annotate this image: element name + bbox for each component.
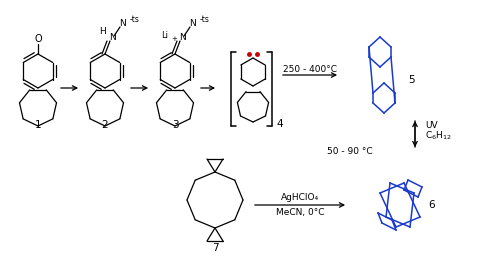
Text: O: O: [34, 34, 42, 44]
Text: UV: UV: [425, 122, 438, 131]
Text: 6: 6: [428, 200, 434, 210]
Text: N: N: [178, 33, 186, 42]
Text: H: H: [100, 27, 106, 36]
Text: $\mathrm{C_6H_{12}}$: $\mathrm{C_6H_{12}}$: [425, 130, 452, 142]
Text: Li: Li: [162, 32, 168, 41]
Text: N: N: [120, 20, 126, 29]
Text: +: +: [171, 36, 177, 42]
Text: MeCN, 0°C: MeCN, 0°C: [276, 209, 324, 218]
Text: 3: 3: [172, 120, 178, 130]
Text: -ts: -ts: [130, 14, 140, 23]
Text: 50 - 90 °C: 50 - 90 °C: [327, 147, 373, 156]
Text: 250 - 400°C: 250 - 400°C: [283, 64, 337, 73]
Text: 5: 5: [408, 75, 414, 85]
Text: -ts: -ts: [200, 14, 210, 23]
Text: 7: 7: [212, 243, 218, 253]
Text: 2: 2: [102, 120, 108, 130]
Text: 1: 1: [34, 120, 42, 130]
Text: AgHClO₄: AgHClO₄: [281, 193, 319, 202]
Text: 4: 4: [276, 119, 282, 129]
Text: N: N: [190, 20, 196, 29]
Text: N: N: [108, 33, 116, 42]
